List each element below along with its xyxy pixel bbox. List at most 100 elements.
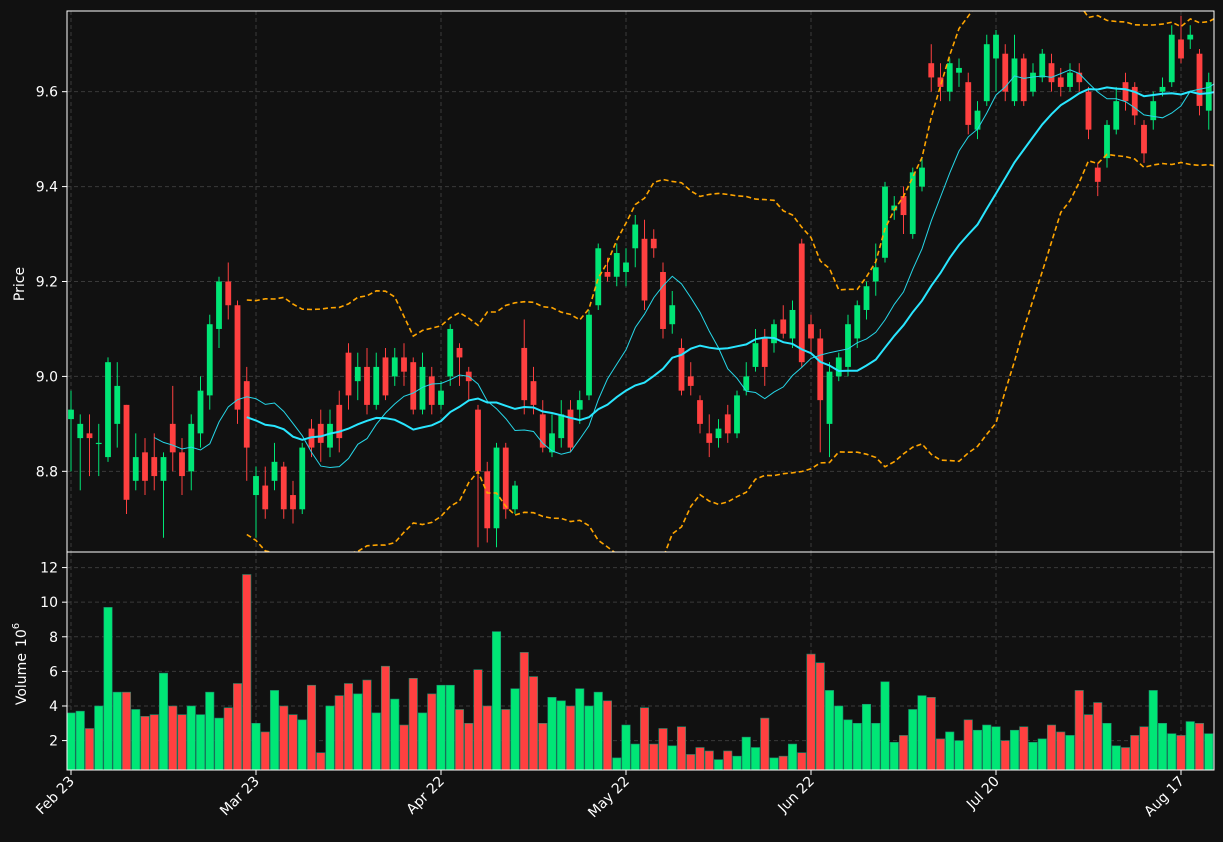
volume-bar [1074, 690, 1084, 770]
candle-body [419, 366, 426, 410]
volume-bar [945, 731, 955, 770]
candle-body [1122, 82, 1129, 102]
candle-body [613, 253, 620, 277]
candle-body [1057, 77, 1064, 87]
candle-body [928, 63, 935, 78]
candle-body [1076, 72, 1083, 83]
volume-bar [1046, 724, 1057, 770]
volume-bar [399, 724, 409, 770]
candle-body [1020, 58, 1027, 102]
volume-bar [538, 722, 548, 770]
candle-body [1085, 91, 1092, 130]
volume-bar [778, 755, 788, 770]
volume-bar [760, 717, 770, 770]
volume-bar [279, 705, 289, 770]
volume-bar [408, 678, 418, 770]
candle-body [761, 338, 768, 367]
candle-body [484, 471, 491, 529]
volume-tick-label: 4 [49, 699, 58, 715]
candle-body [401, 357, 407, 372]
candle-body [872, 267, 879, 282]
volume-bar [501, 709, 511, 770]
candle-body [280, 466, 287, 510]
candle-body [1196, 53, 1203, 106]
candle-body [817, 338, 824, 401]
candle-body [956, 67, 962, 73]
volume-bar [390, 698, 400, 770]
volume-bar [112, 691, 122, 770]
volume-bar [1056, 731, 1066, 770]
volume-bar [510, 688, 520, 770]
volume-bar [1083, 714, 1094, 770]
volume-bar [926, 697, 936, 770]
candle-body [549, 433, 555, 453]
candle-body [317, 423, 324, 443]
volume-bar [362, 679, 372, 770]
volume-bar [852, 722, 862, 770]
candle-body [780, 319, 787, 334]
volume-bar [797, 752, 807, 770]
candle-body [447, 328, 454, 377]
volume-bar [1028, 742, 1038, 770]
candle-body [502, 447, 509, 510]
volume-bar [67, 712, 76, 770]
candle-body [253, 476, 259, 496]
volume-bar [1009, 729, 1020, 770]
candle-body [68, 409, 74, 420]
candle-body [262, 485, 269, 510]
candle-body [576, 400, 583, 410]
volume-bar [556, 700, 566, 770]
candle-body [1187, 34, 1194, 40]
candle-body [290, 495, 296, 510]
candle-body [697, 400, 703, 424]
candle-body [391, 357, 398, 377]
volume-bar [186, 705, 196, 770]
candle-body [373, 366, 380, 405]
volume-bar [565, 705, 576, 770]
candle-body [715, 428, 722, 439]
volume-bar [251, 722, 261, 770]
bollinger-upper-line [246, 11, 1214, 338]
sma-long-line [246, 86, 1214, 441]
volume-axis-label-text: Volume [14, 653, 30, 705]
candle-body [909, 172, 916, 235]
candle-body [1141, 124, 1147, 154]
volume-bar [686, 754, 696, 770]
candle-body [456, 347, 463, 358]
volume-bar [195, 714, 206, 770]
volume-bar [898, 735, 909, 770]
volume-bar [917, 695, 927, 770]
candle-body [900, 196, 907, 216]
candle-body [946, 63, 953, 92]
volume-bar [269, 690, 280, 770]
volume-bar [84, 728, 95, 770]
volume-bar [94, 705, 104, 770]
candle-body [364, 366, 370, 405]
candle-body [206, 324, 213, 396]
candle-body [327, 423, 333, 448]
candle-body [789, 309, 796, 339]
volume-bar [140, 716, 150, 770]
volume-bar [935, 738, 946, 770]
candle-body [798, 243, 805, 363]
volume-bar [575, 688, 585, 770]
volume-bar [824, 690, 835, 770]
price-tick-label: 9.0 [36, 369, 58, 385]
candle-body [114, 385, 121, 424]
volume-bar [612, 757, 622, 770]
volume-bar [621, 724, 631, 770]
candle-body [382, 357, 389, 396]
candle-body [586, 314, 592, 396]
candle-body [632, 224, 639, 249]
volume-bar [316, 752, 326, 770]
volume-bar [704, 750, 714, 770]
volume-bar [1037, 738, 1047, 770]
volume-tick-label: 10 [40, 595, 58, 611]
volume-bar [177, 714, 187, 770]
candle-body [826, 371, 833, 424]
candle-body [86, 433, 93, 439]
candle-body [142, 452, 148, 481]
volume-bar [482, 705, 492, 770]
volume-unit-base: 10 [14, 629, 30, 647]
